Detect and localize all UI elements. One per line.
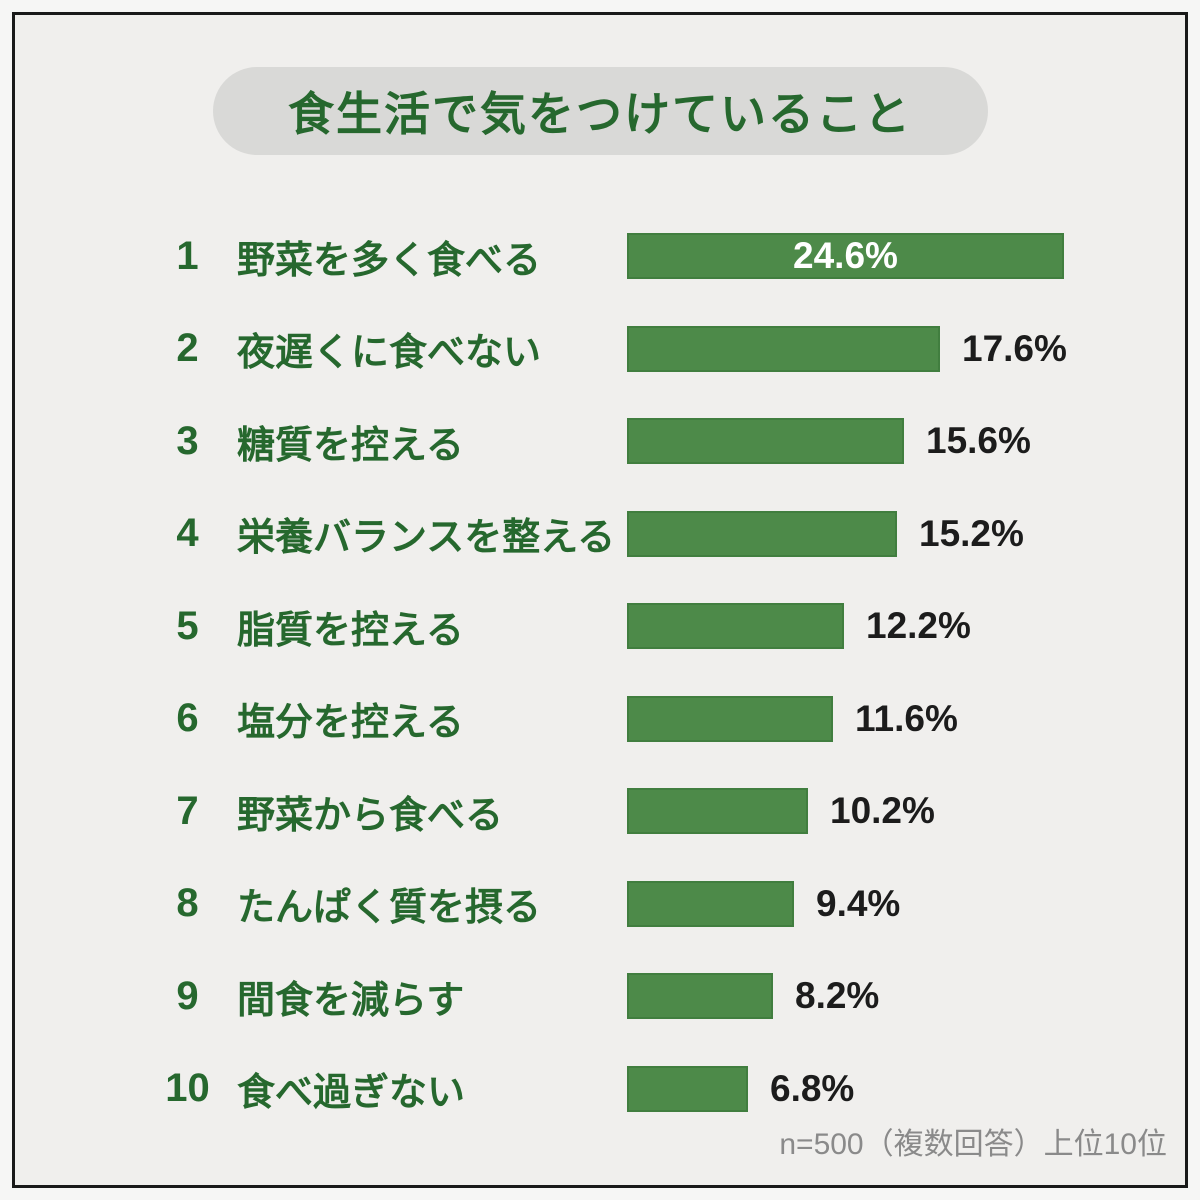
category-label: 栄養バランスを整える [237,517,616,559]
chart-row: 7 野菜から食べる 10.2% [160,788,1185,837]
category-label: 糖質を控える [237,424,464,467]
bar-track: 15.2% [627,510,1185,557]
bar [627,1065,748,1112]
category-label: 脂質を控える [237,609,464,652]
value-label: 12.2% [866,605,971,646]
bar-track: 24.6% [627,233,1185,279]
rank-number: 8 [176,881,199,925]
chart-row: 1 野菜を多く食べる 24.6% [160,233,1185,282]
rank-number: 7 [176,788,199,833]
bar-track: 9.4% [627,880,1185,927]
sample-size-note: n=500（複数回答）上位10位 [779,1128,1167,1161]
rank-number: 3 [176,418,199,463]
rank-number: 5 [176,603,199,648]
bar [627,510,897,557]
bar [627,325,940,372]
value-label: 15.6% [926,420,1031,461]
chart-title: 食生活で気をつけていること [288,88,912,140]
value-label: 6.8% [770,1067,855,1109]
chart-row: 5 脂質を控える 12.2% [160,603,1185,652]
chart-row: 8 たんぱく質を摂る 9.4% [160,880,1185,929]
bar-track: 6.8% [627,1065,1185,1112]
chart-row: 4 栄養バランスを整える 15.2% [160,510,1185,559]
rank-number: 4 [176,511,199,555]
bar-track: 12.2% [627,603,1185,649]
title-pill: 食生活で気をつけていること [212,67,988,155]
chart-frame: 食生活で気をつけていること 1 野菜を多く食べる 24.6% 2 夜遅くに食べない 17.… [12,12,1188,1188]
chart-row: 9 間食を減らす 8.2% [160,973,1185,1022]
bar-track: 8.2% [627,973,1185,1019]
rank-number: 10 [165,1066,210,1110]
category-label: 夜遅くに食べない [237,332,542,374]
rank-number: 6 [176,696,199,740]
bar-track: 17.6% [627,325,1185,372]
chart-row: 10 食べ過ぎない 6.8% [160,1065,1185,1114]
chart-row: 6 塩分を控える 11.6% [160,695,1185,744]
bar [627,418,904,464]
bar [627,603,844,649]
rank-number: 2 [176,326,199,370]
category-label: 野菜を多く食べる [237,239,542,282]
chart-row: 2 夜遅くに食べない 17.6% [160,325,1185,374]
value-label: 9.4% [816,882,901,924]
category-label: 食べ過ぎない [237,1072,466,1114]
bar-track: 11.6% [627,695,1185,742]
category-label: 間食を減らす [237,979,465,1022]
category-label: たんぱく質を摂る [237,887,542,929]
bar-track: 15.6% [627,418,1185,464]
rank-number: 1 [176,233,199,278]
value-label: 24.6% [793,235,898,276]
bar: 24.6% [627,233,1064,279]
category-label: 塩分を控える [237,702,464,744]
rank-number: 9 [176,973,199,1018]
bar-track: 10.2% [627,788,1185,834]
value-label: 8.2% [795,975,880,1016]
value-label: 11.6% [855,697,958,739]
chart-row: 3 糖質を控える 15.6% [160,418,1185,467]
bar [627,788,808,834]
value-label: 17.6% [962,327,1067,369]
value-label: 10.2% [830,790,935,831]
bar [627,973,773,1019]
bar [627,695,833,742]
category-label: 野菜から食べる [237,794,504,837]
value-label: 15.2% [919,512,1024,554]
bar [627,880,794,927]
bar-rows-container: 1 野菜を多く食べる 24.6% 2 夜遅くに食べない 17.6% 3 糖質を控える 15.6%… [15,233,1185,1114]
